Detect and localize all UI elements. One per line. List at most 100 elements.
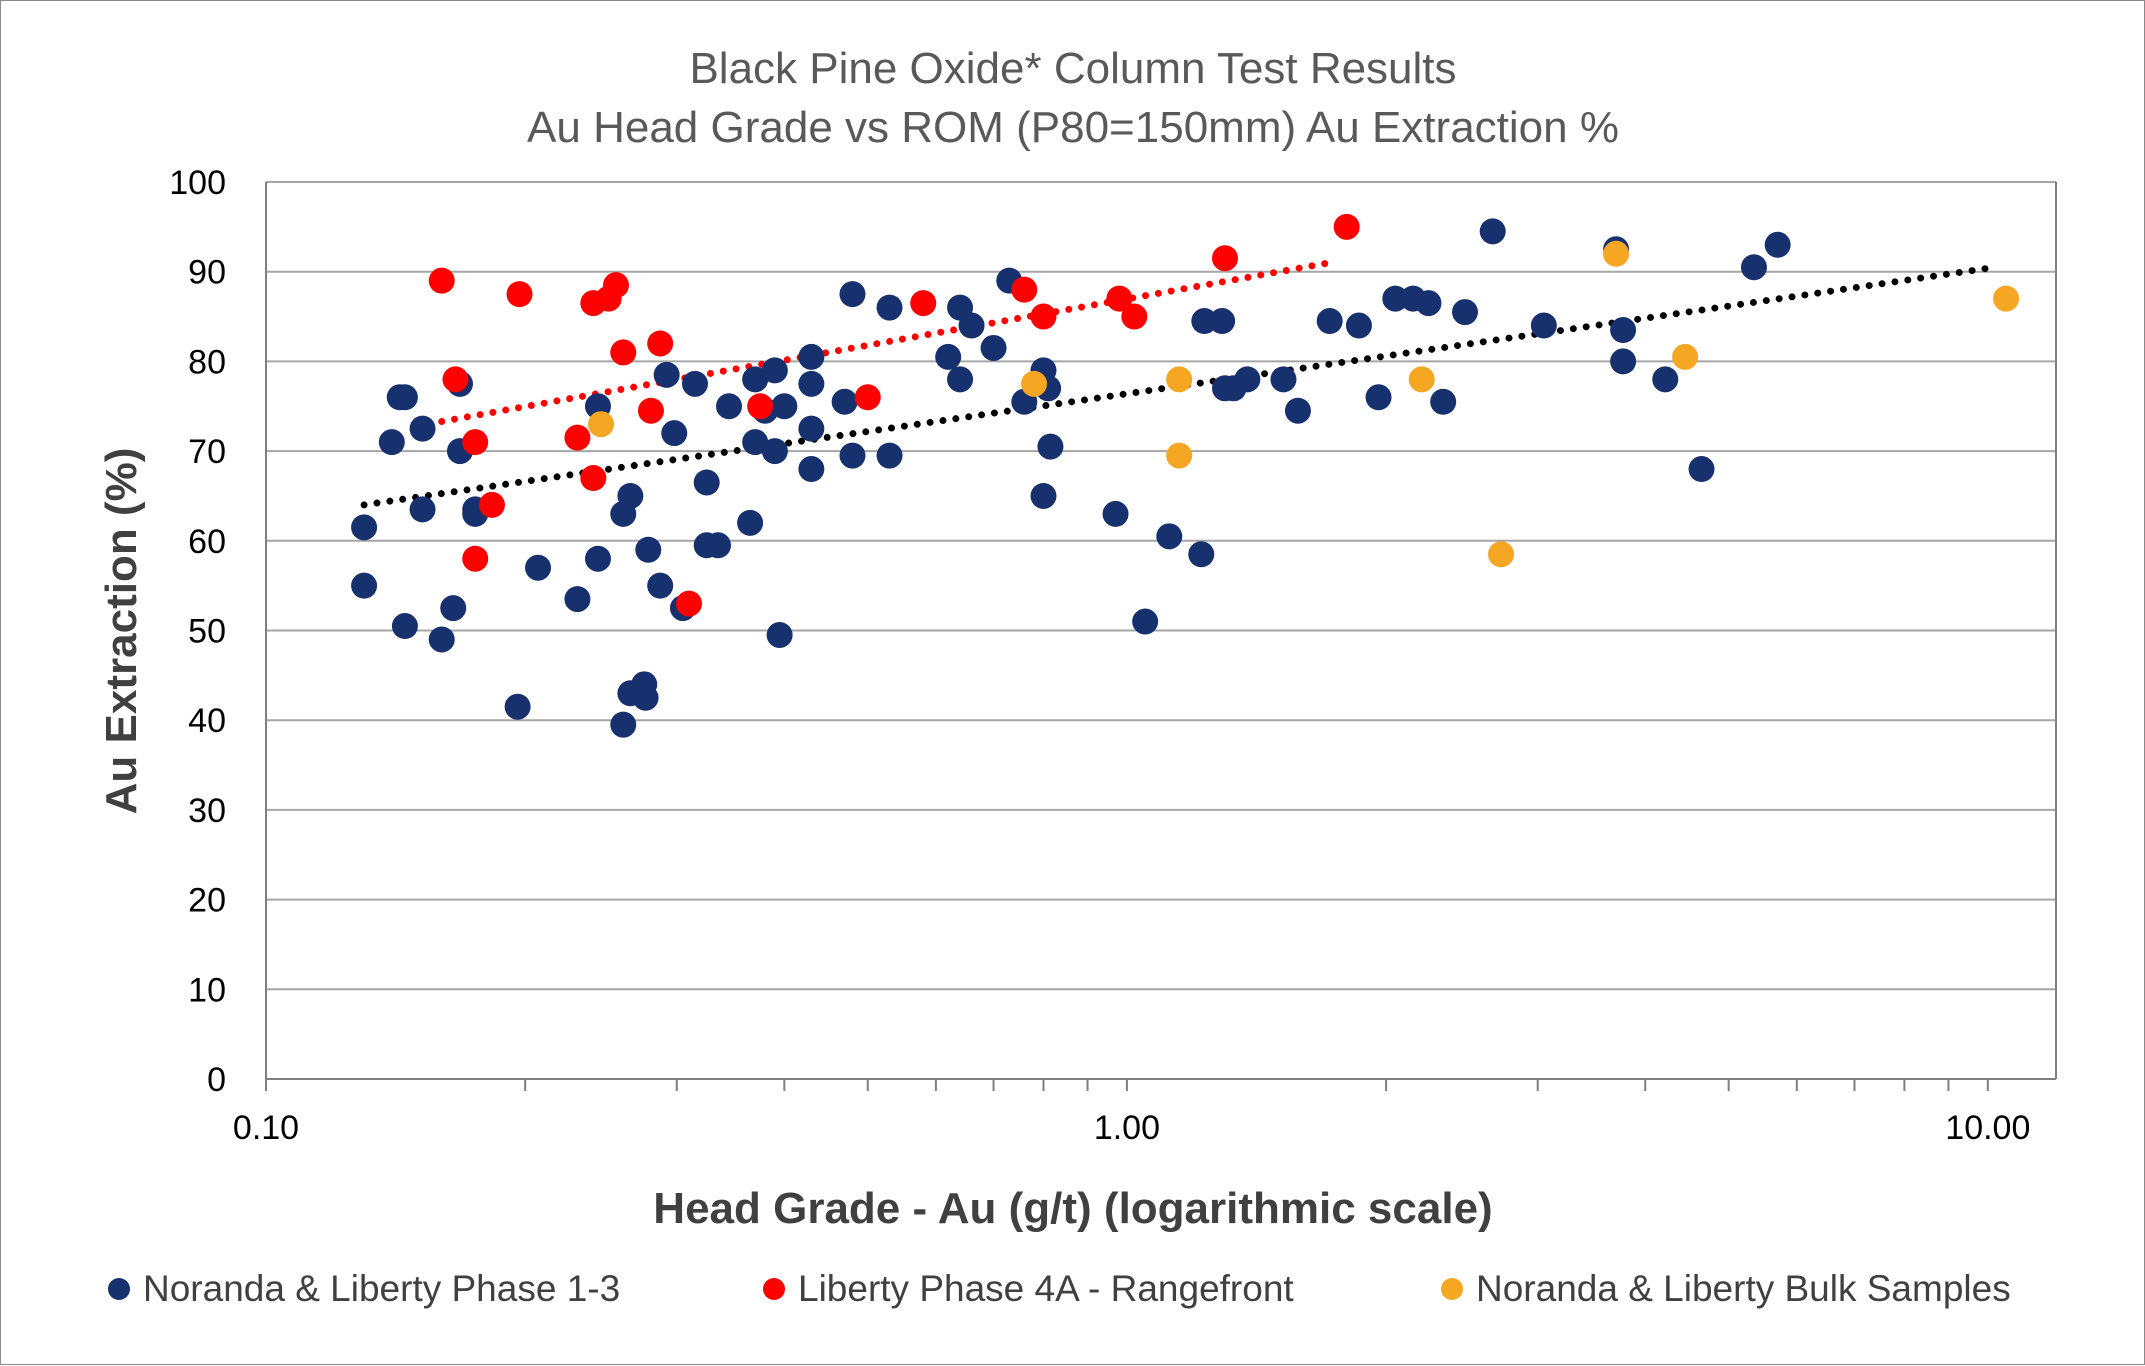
point-liberty-phase-4a-rangefront bbox=[1121, 303, 1148, 330]
legend-label: Noranda & Liberty Phase 1-3 bbox=[143, 1268, 620, 1309]
point-noranda-liberty-bulk-samples bbox=[1408, 366, 1435, 393]
point-liberty-phase-4a-rangefront bbox=[1011, 276, 1038, 303]
point-noranda-liberty-phase-1-3 bbox=[705, 532, 732, 559]
point-noranda-liberty-phase-1-3 bbox=[1030, 482, 1057, 509]
point-noranda-liberty-phase-1-3 bbox=[761, 357, 788, 384]
point-liberty-phase-4a-rangefront bbox=[462, 545, 489, 572]
trendlines bbox=[360, 259, 1999, 509]
point-noranda-liberty-phase-1-3 bbox=[391, 613, 418, 640]
legend-label: Liberty Phase 4A - Rangefront bbox=[798, 1268, 1294, 1309]
y-tick-label: 70 bbox=[188, 433, 226, 471]
point-liberty-phase-4a-rangefront bbox=[580, 465, 607, 492]
point-noranda-liberty-phase-1-3 bbox=[737, 509, 764, 536]
point-liberty-phase-4a-rangefront bbox=[676, 590, 703, 617]
point-noranda-liberty-phase-1-3 bbox=[682, 370, 709, 397]
point-liberty-phase-4a-rangefront bbox=[564, 424, 591, 451]
point-noranda-liberty-phase-1-3 bbox=[1365, 384, 1392, 411]
point-noranda-liberty-bulk-samples bbox=[1166, 366, 1193, 393]
x-tick-label: 1.00 bbox=[1094, 1109, 1160, 1147]
point-noranda-liberty-phase-1-3 bbox=[564, 586, 591, 613]
y-tick-label: 90 bbox=[188, 254, 226, 292]
point-liberty-phase-4a-rangefront bbox=[1333, 213, 1360, 240]
point-noranda-liberty-phase-1-3 bbox=[771, 393, 798, 420]
legend-marker bbox=[108, 1278, 130, 1300]
point-liberty-phase-4a-rangefront bbox=[1106, 285, 1133, 312]
point-noranda-liberty-phase-1-3 bbox=[1740, 254, 1767, 281]
x-tick-label: 0.10 bbox=[233, 1109, 299, 1147]
point-noranda-liberty-phase-1-3 bbox=[839, 442, 866, 469]
point-liberty-phase-4a-rangefront bbox=[610, 339, 637, 366]
point-noranda-liberty-phase-1-3 bbox=[798, 370, 825, 397]
point-liberty-phase-4a-rangefront bbox=[647, 330, 674, 357]
point-liberty-phase-4a-rangefront bbox=[910, 290, 937, 317]
point-noranda-liberty-phase-1-3 bbox=[1652, 366, 1679, 393]
point-noranda-liberty-phase-1-3 bbox=[693, 469, 720, 496]
point-noranda-liberty-phase-1-3 bbox=[378, 429, 405, 456]
point-noranda-liberty-phase-1-3 bbox=[1209, 308, 1236, 335]
y-tick-label: 100 bbox=[169, 164, 226, 202]
point-noranda-liberty-phase-1-3 bbox=[440, 595, 467, 622]
point-noranda-liberty-bulk-samples bbox=[1488, 541, 1515, 568]
chart-subtitle: Au Head Grade vs ROM (P80=150mm) Au Extr… bbox=[527, 103, 1619, 152]
point-noranda-liberty-phase-1-3 bbox=[766, 621, 793, 648]
point-noranda-liberty-phase-1-3 bbox=[1451, 299, 1478, 326]
point-liberty-phase-4a-rangefront bbox=[506, 281, 533, 308]
x-axis-title: Head Grade - Au (g/t) (logarithmic scale… bbox=[653, 1184, 1492, 1233]
point-noranda-liberty-phase-1-3 bbox=[661, 420, 688, 447]
point-liberty-phase-4a-rangefront bbox=[1212, 245, 1239, 272]
point-liberty-phase-4a-rangefront bbox=[747, 393, 774, 420]
point-noranda-liberty-phase-1-3 bbox=[876, 442, 903, 469]
legend: Noranda & Liberty Phase 1-3 Liberty Phase… bbox=[108, 1268, 2011, 1309]
point-noranda-liberty-phase-1-3 bbox=[742, 429, 769, 456]
point-noranda-liberty-phase-1-3 bbox=[980, 334, 1007, 361]
point-noranda-liberty-phase-1-3 bbox=[876, 294, 903, 321]
legend-marker bbox=[763, 1278, 785, 1300]
y-tick-label: 30 bbox=[188, 792, 226, 830]
point-noranda-liberty-phase-1-3 bbox=[428, 626, 455, 653]
point-liberty-phase-4a-rangefront bbox=[1030, 303, 1057, 330]
y-tick-label: 60 bbox=[188, 523, 226, 561]
point-noranda-liberty-bulk-samples bbox=[1166, 442, 1193, 469]
point-noranda-liberty-phase-1-3 bbox=[935, 343, 962, 370]
y-axis-title: Au Extraction (%) bbox=[97, 448, 146, 815]
point-liberty-phase-4a-rangefront bbox=[478, 491, 505, 518]
point-noranda-liberty-phase-1-3 bbox=[761, 438, 788, 465]
point-noranda-liberty-phase-1-3 bbox=[391, 384, 418, 411]
point-noranda-liberty-phase-1-3 bbox=[1345, 312, 1372, 339]
point-noranda-liberty-phase-1-3 bbox=[1037, 433, 1064, 460]
point-liberty-phase-4a-rangefront bbox=[854, 384, 881, 411]
point-noranda-liberty-phase-1-3 bbox=[1764, 231, 1791, 258]
point-noranda-liberty-phase-1-3 bbox=[958, 312, 985, 339]
y-tick-label: 50 bbox=[188, 613, 226, 651]
point-noranda-liberty-bulk-samples bbox=[1021, 370, 1048, 397]
point-noranda-liberty-phase-1-3 bbox=[1610, 348, 1637, 375]
point-noranda-liberty-phase-1-3 bbox=[647, 572, 674, 599]
point-noranda-liberty-phase-1-3 bbox=[947, 366, 974, 393]
point-noranda-liberty-phase-1-3 bbox=[1102, 500, 1129, 527]
chart-title: Black Pine Oxide* Column Test Results bbox=[689, 44, 1456, 93]
point-noranda-liberty-bulk-samples bbox=[588, 411, 615, 438]
point-noranda-liberty-phase-1-3 bbox=[798, 415, 825, 442]
point-noranda-liberty-phase-1-3 bbox=[1270, 366, 1297, 393]
point-noranda-liberty-phase-1-3 bbox=[351, 514, 378, 541]
point-noranda-liberty-bulk-samples bbox=[1993, 285, 2020, 312]
point-noranda-liberty-phase-1-3 bbox=[716, 393, 743, 420]
point-noranda-liberty-bulk-samples bbox=[1603, 240, 1630, 267]
point-liberty-phase-4a-rangefront bbox=[602, 272, 629, 299]
point-noranda-liberty-phase-1-3 bbox=[1156, 523, 1183, 550]
y-tick-label: 10 bbox=[188, 971, 226, 1009]
point-noranda-liberty-phase-1-3 bbox=[504, 693, 531, 720]
point-noranda-liberty-phase-1-3 bbox=[1479, 218, 1506, 245]
x-tick-label: 10.00 bbox=[1945, 1109, 2030, 1147]
point-noranda-liberty-phase-1-3 bbox=[409, 415, 436, 442]
point-noranda-liberty-phase-1-3 bbox=[1234, 366, 1261, 393]
point-liberty-phase-4a-rangefront bbox=[428, 267, 455, 294]
point-noranda-liberty-phase-1-3 bbox=[635, 536, 662, 563]
point-noranda-liberty-phase-1-3 bbox=[1415, 290, 1442, 317]
point-noranda-liberty-phase-1-3 bbox=[1132, 608, 1159, 635]
point-noranda-liberty-phase-1-3 bbox=[798, 343, 825, 370]
point-noranda-liberty-phase-1-3 bbox=[1188, 541, 1215, 568]
legend-marker bbox=[1441, 1278, 1463, 1300]
point-liberty-phase-4a-rangefront bbox=[462, 429, 489, 456]
